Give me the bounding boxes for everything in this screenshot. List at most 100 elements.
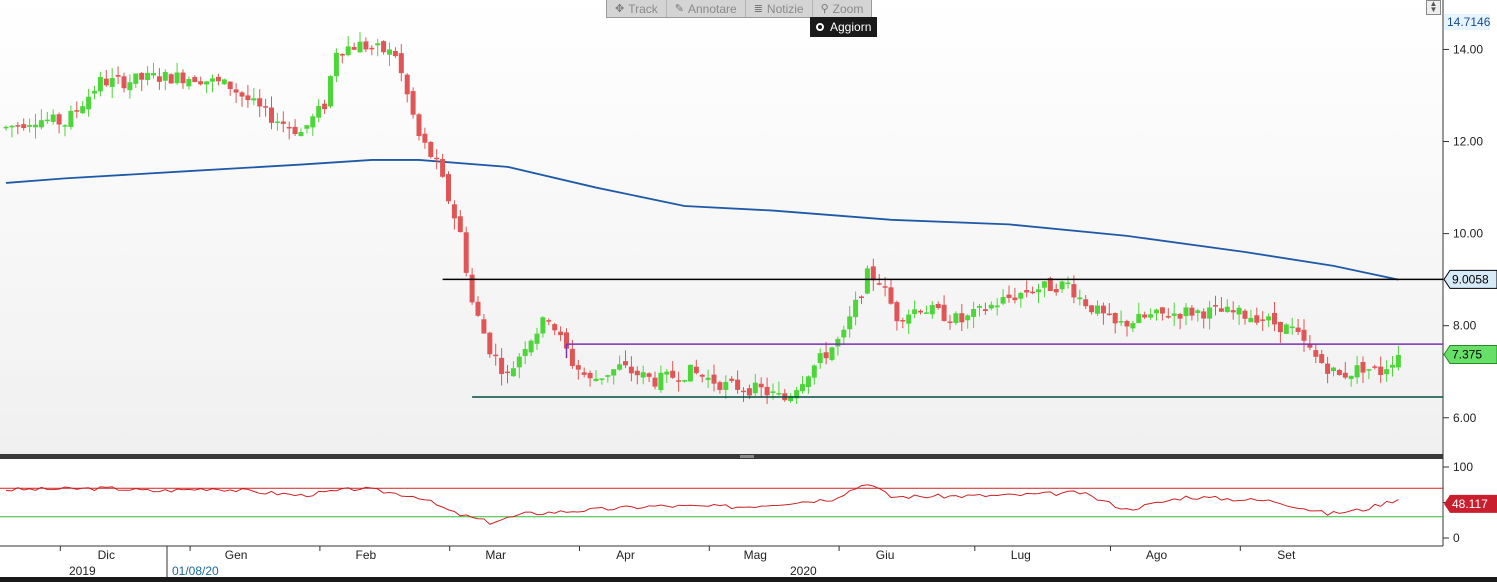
candle-body[interactable]	[664, 371, 670, 375]
candle-body[interactable]	[923, 312, 929, 314]
candle-body[interactable]	[528, 340, 534, 353]
candle-body[interactable]	[581, 372, 587, 375]
candle-body[interactable]	[1136, 313, 1142, 324]
candle-body[interactable]	[593, 378, 599, 382]
candle-body[interactable]	[1242, 310, 1248, 319]
candle-body[interactable]	[646, 373, 652, 377]
candle-body[interactable]	[741, 390, 746, 393]
candle-body[interactable]	[1053, 288, 1059, 293]
candle-body[interactable]	[174, 72, 180, 84]
candle-body[interactable]	[168, 74, 174, 84]
candle-body[interactable]	[670, 370, 676, 378]
candle-body[interactable]	[628, 366, 634, 374]
candle-body[interactable]	[947, 321, 953, 323]
candle-body[interactable]	[1224, 306, 1230, 313]
candle-body[interactable]	[805, 376, 811, 388]
candle-body[interactable]	[1390, 364, 1395, 368]
candle-body[interactable]	[717, 382, 723, 390]
candle-body[interactable]	[1295, 327, 1301, 332]
candle-body[interactable]	[758, 383, 764, 388]
candle-body[interactable]	[1124, 320, 1130, 327]
candle-body[interactable]	[263, 106, 269, 108]
candle-body[interactable]	[103, 78, 109, 86]
candle-body[interactable]	[687, 364, 693, 382]
candle-body[interactable]	[534, 333, 540, 344]
candle-body[interactable]	[351, 47, 357, 50]
candle-body[interactable]	[3, 126, 9, 129]
candle-body[interactable]	[829, 347, 835, 360]
candle-body[interactable]	[198, 81, 204, 85]
candle-body[interactable]	[505, 371, 510, 374]
candle-body[interactable]	[894, 302, 900, 322]
candle-body[interactable]	[1372, 366, 1378, 368]
candle-body[interactable]	[800, 384, 805, 392]
candle-body[interactable]	[575, 365, 581, 370]
candle-body[interactable]	[847, 316, 853, 330]
candle-body[interactable]	[1283, 324, 1289, 334]
candle-body[interactable]	[1142, 314, 1148, 318]
candle-body[interactable]	[475, 301, 481, 316]
candle-body[interactable]	[699, 374, 705, 377]
candle-body[interactable]	[640, 372, 646, 378]
candle-body[interactable]	[1289, 326, 1295, 329]
candle-body[interactable]	[416, 114, 422, 136]
candle-body[interactable]	[1036, 289, 1041, 293]
candle-body[interactable]	[711, 374, 717, 384]
candle-body[interactable]	[192, 77, 198, 83]
candle-body[interactable]	[770, 391, 776, 393]
candle-body[interactable]	[1159, 307, 1165, 314]
candle-body[interactable]	[440, 159, 446, 177]
candle-body[interactable]	[239, 92, 245, 97]
candle-body[interactable]	[676, 380, 682, 382]
candle-body[interactable]	[1313, 350, 1319, 357]
candle-body[interactable]	[316, 105, 322, 118]
candle-body[interactable]	[864, 268, 870, 294]
candle-body[interactable]	[44, 119, 50, 122]
panel-divider[interactable]	[0, 454, 1443, 459]
candle-body[interactable]	[1395, 354, 1401, 368]
candle-body[interactable]	[1189, 307, 1195, 316]
candle-body[interactable]	[245, 95, 251, 101]
candle-body[interactable]	[21, 124, 27, 129]
candle-body[interactable]	[1254, 315, 1260, 323]
candle-body[interactable]	[1177, 314, 1183, 319]
candle-body[interactable]	[310, 116, 316, 128]
candle-body[interactable]	[56, 114, 62, 125]
candle-body[interactable]	[988, 304, 994, 309]
candle-body[interactable]	[469, 274, 475, 303]
candle-body[interactable]	[50, 114, 56, 122]
candle-body[interactable]	[145, 72, 151, 81]
candle-body[interactable]	[1030, 291, 1036, 294]
candle-body[interactable]	[1083, 299, 1089, 307]
candle-body[interactable]	[953, 313, 959, 323]
candle-body[interactable]	[1272, 312, 1277, 325]
candle-body[interactable]	[1165, 316, 1171, 318]
candle-body[interactable]	[587, 372, 593, 379]
candle-body[interactable]	[817, 353, 823, 364]
candle-body[interactable]	[1307, 343, 1313, 348]
candle-body[interactable]	[705, 377, 711, 380]
candle-body[interactable]	[752, 382, 758, 394]
candle-body[interactable]	[9, 125, 15, 128]
candle-body[interactable]	[1065, 282, 1071, 285]
candle-body[interactable]	[74, 110, 80, 112]
candle-body[interactable]	[1348, 375, 1354, 379]
candle-body[interactable]	[788, 395, 794, 402]
candle-body[interactable]	[552, 324, 558, 331]
candle-body[interactable]	[764, 386, 770, 396]
candle-body[interactable]	[735, 379, 741, 390]
candle-body[interactable]	[935, 303, 941, 309]
candle-body[interactable]	[139, 72, 145, 80]
candle-body[interactable]	[304, 125, 310, 129]
candle-body[interactable]	[410, 91, 416, 115]
candle-body[interactable]	[363, 41, 369, 50]
candle-body[interactable]	[605, 375, 611, 377]
candle-body[interactable]	[982, 309, 988, 311]
candle-body[interactable]	[1236, 307, 1242, 315]
candle-body[interactable]	[375, 43, 381, 46]
candle-body[interactable]	[540, 317, 546, 334]
candle-body[interactable]	[422, 133, 428, 143]
news-button[interactable]: ≣ Notizie	[746, 0, 813, 17]
candle-body[interactable]	[841, 329, 847, 338]
candle-body[interactable]	[434, 157, 440, 160]
